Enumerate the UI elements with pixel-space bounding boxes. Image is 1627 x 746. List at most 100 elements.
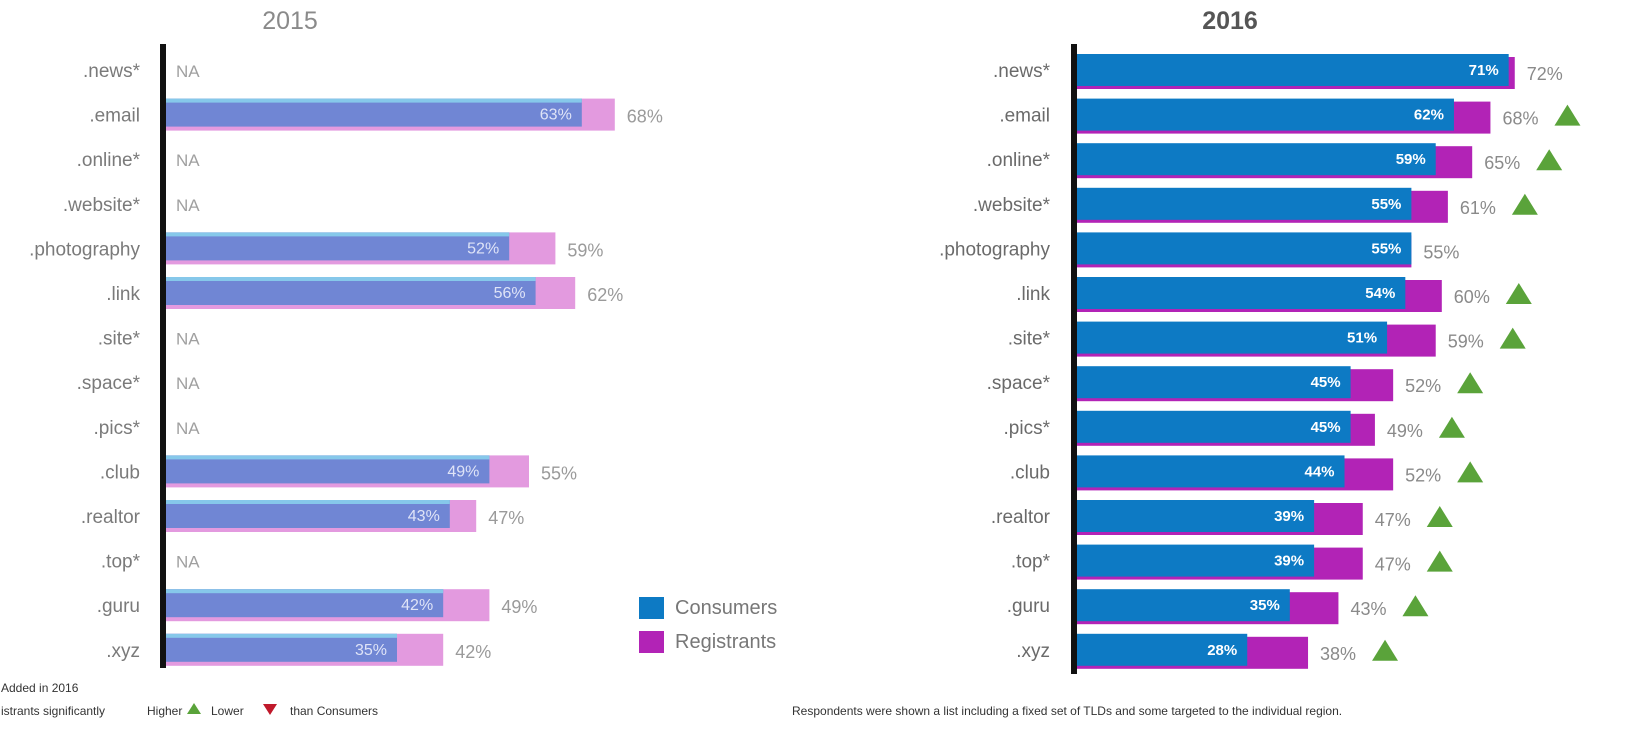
chart-2016-registrants-value-label: 59% (1448, 332, 1484, 352)
chart-2016-consumers-bar (1077, 589, 1290, 622)
chart-2015-registrants-value-label: 49% (501, 597, 537, 617)
chart-2016-category-label: .club (1010, 462, 1050, 483)
chart-2015-na-label: NA (176, 553, 200, 572)
chart-2016-category-label: .pics* (1004, 418, 1051, 439)
chart-2016-consumers-value-label: 59% (1396, 151, 1426, 168)
chart-2015-na-label: NA (176, 330, 200, 349)
chart-2015-category-label: .club (100, 462, 140, 483)
chart-2015-category-label: .space* (77, 373, 141, 394)
chart-2015-category-label: .website* (63, 195, 141, 216)
chart-2015-category-label: .photography (29, 239, 140, 260)
chart-2016-consumers-value-label: 44% (1304, 463, 1334, 480)
chart-2015-category-label: .link (106, 284, 140, 305)
chart-2016-category-label: .photography (939, 239, 1050, 260)
chart-2015-registrants-value-label: 47% (488, 508, 524, 528)
chart-2016-registrants-value-label: 47% (1375, 555, 1411, 575)
chart-2015-consumers-value-label: 56% (494, 285, 526, 302)
chart-2015-category-label: .online* (77, 150, 141, 171)
chart-2015-consumers-bar (166, 232, 510, 261)
chart-2015-category-label: .site* (98, 329, 141, 350)
chart-2016-category-label: .realtor (991, 507, 1051, 528)
chart-2016-consumers-bar (1077, 455, 1345, 488)
chart-2016-consumers-bar (1077, 366, 1351, 399)
footnote-sig-suffix: than Consumers (290, 704, 378, 718)
chart-2016-consumers-bar (1077, 410, 1351, 443)
chart-2016-consumers-value-label: 28% (1207, 642, 1237, 659)
chart-2015-na-label: NA (176, 196, 200, 215)
legend-label-registrants: Registrants (675, 631, 776, 653)
chart-2016-category-label: .online* (987, 150, 1051, 171)
chart-2015-consumers-bar (166, 455, 490, 484)
lower-triangle-icon (263, 704, 277, 715)
chart-2016-registrants-value-label: 72% (1527, 64, 1563, 84)
chart-2016-category-label: .xyz (1016, 641, 1050, 662)
higher-triangle-icon (1499, 327, 1526, 349)
chart-2015-consumers-bar-highlight (166, 500, 450, 504)
chart-2015-category-label: .guru (97, 596, 140, 617)
chart-2016-category-label: .website* (973, 195, 1051, 216)
chart-2016-consumers-bar (1077, 98, 1454, 131)
chart-2015-registrants-value-label: 62% (587, 285, 623, 305)
chart-2016-registrants-value-label: 52% (1405, 465, 1441, 485)
higher-triangle-icon (1426, 550, 1453, 572)
higher-triangle-icon (1554, 104, 1581, 126)
chart-2016-category-label: .link (1016, 284, 1050, 305)
chart-2015-category-label: .xyz (106, 641, 140, 662)
chart-2016-plot: .news* 71% 72% .email 62% 68% .online* 59% 65% .w… (939, 44, 1581, 674)
chart-2016-category-label: .top* (1011, 552, 1051, 573)
footnote-sig-lower: Lower (211, 704, 244, 718)
chart-2016-consumers-bar (1077, 277, 1406, 309)
chart-2015-category-label: .email (89, 106, 140, 127)
chart-2016-consumers-bar (1077, 187, 1412, 220)
higher-triangle-icon (1536, 149, 1563, 171)
chart-2016-registrants-value-label: 38% (1320, 644, 1356, 664)
higher-triangle-icon (1457, 372, 1484, 394)
chart-2015-consumers-value-label: 43% (408, 508, 440, 525)
legend-label-consumers: Consumers (675, 597, 777, 619)
higher-triangle-icon (1438, 416, 1465, 438)
chart-2015-consumers-bar (166, 500, 450, 528)
higher-triangle-icon (187, 703, 201, 714)
chart-2016-consumers-value-label: 39% (1274, 553, 1304, 570)
chart-2016-consumers-bar (1077, 54, 1509, 86)
chart-2015-registrants-value-label: 59% (567, 240, 603, 260)
chart-2015-title: 2015 (262, 7, 318, 35)
higher-triangle-icon (1505, 283, 1532, 304)
chart-2015-na-label: NA (176, 374, 200, 393)
chart-2015-na-label: NA (176, 151, 200, 170)
chart-2016-category-label: .space* (987, 373, 1051, 394)
higher-triangle-icon (1511, 193, 1538, 215)
chart-2016-category-label: .guru (1007, 596, 1050, 617)
chart-2015-consumers-value-label: 52% (467, 240, 499, 257)
chart-2016-registrants-value-label: 68% (1502, 109, 1538, 129)
chart-2016-category-label: .news* (993, 61, 1051, 82)
footnote-added: Added in 2016 (1, 681, 79, 695)
chart-2015-category-label: .realtor (81, 507, 141, 528)
chart-2015-consumers-bar (166, 277, 536, 305)
chart-2015-registrants-value-label: 55% (541, 463, 577, 483)
chart-2016-consumers-value-label: 71% (1469, 62, 1499, 79)
chart-2016-registrants-value-label: 55% (1423, 242, 1459, 262)
chart-2015-consumers-value-label: 49% (447, 463, 479, 480)
chart-2016-consumers-value-label: 55% (1371, 196, 1401, 213)
chart-2015-registrants-value-label: 42% (455, 642, 491, 662)
chart-2015-consumers-bar-highlight (166, 98, 582, 103)
chart-2015-consumers-bar (166, 589, 444, 618)
chart-2015-na-label: NA (176, 62, 200, 81)
legend: Consumers Registrants (639, 597, 777, 653)
chart-2015-consumers-bar-highlight (166, 455, 490, 460)
chart-2016-consumers-bar (1077, 232, 1412, 265)
higher-triangle-icon (1426, 506, 1453, 527)
higher-triangle-icon (1457, 461, 1484, 483)
chart-2015-consumers-value-label: 42% (401, 597, 433, 614)
chart-2016-registrants-value-label: 43% (1350, 599, 1386, 619)
legend-swatch-consumers (639, 597, 664, 619)
chart-2016-consumers-value-label: 55% (1371, 240, 1401, 257)
chart-2015-consumers-value-label: 63% (540, 107, 572, 124)
chart-2016-consumers-value-label: 62% (1414, 107, 1444, 124)
chart-2015-consumers-bar (166, 633, 397, 662)
chart-2016-registrants-value-label: 60% (1454, 287, 1490, 307)
footnote-sig-prefix: istrants significantly (1, 704, 105, 718)
chart-2016-consumers-bar (1077, 143, 1436, 176)
